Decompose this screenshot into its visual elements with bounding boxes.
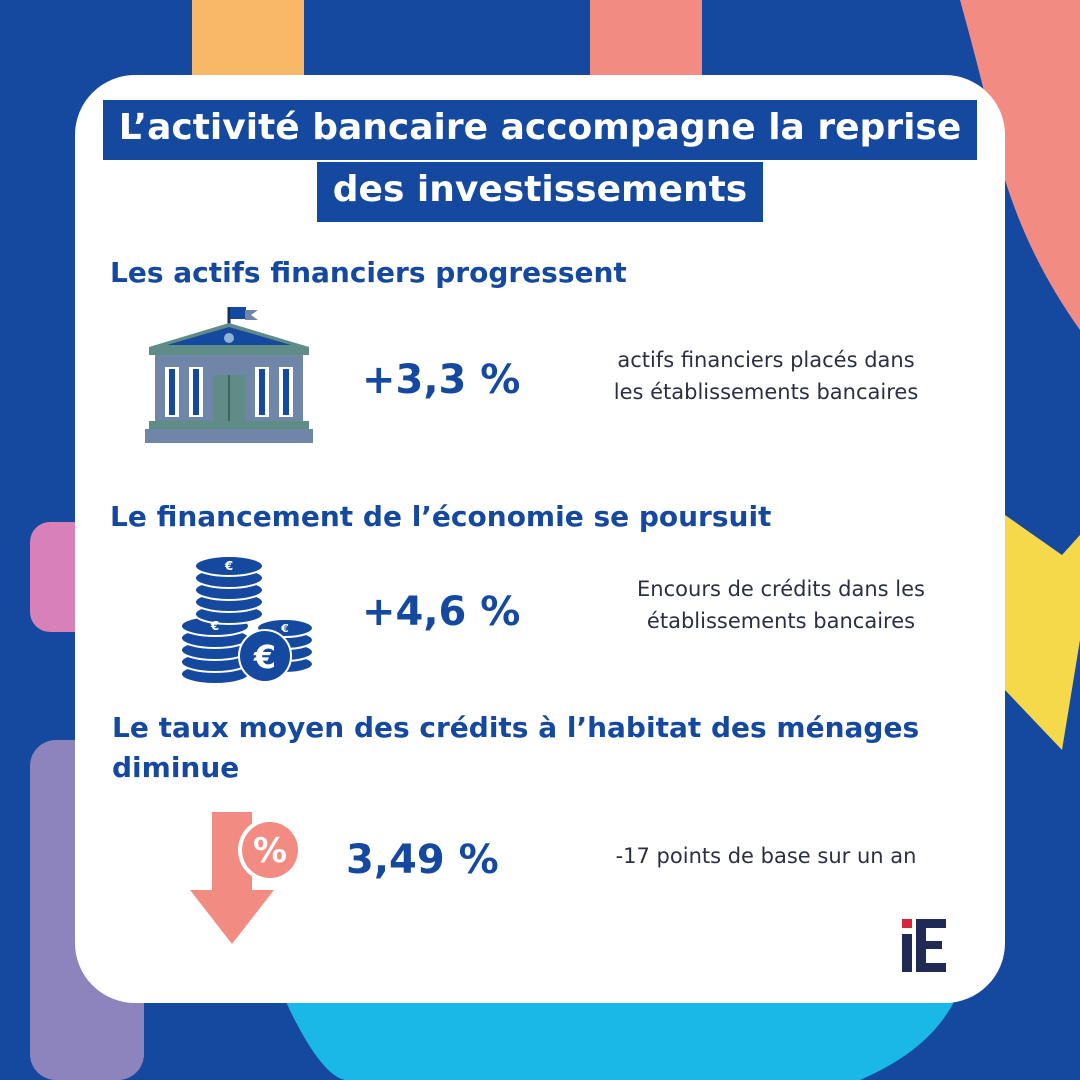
stat-description-assets: actifs financiers placés dans les établi… [585,344,947,408]
cyan-ring-shape [285,1000,955,1080]
section-heading-rate-line2: diminue [112,751,240,784]
stat-value-rate: 3,49 % [346,837,499,883]
section-heading-rate-line1: Le taux moyen des crédits à l’habitat de… [112,711,920,744]
bank-building-icon [145,307,313,443]
ie-logo-mark [902,919,946,972]
stat-description-financing: Encours de crédits dans les établissemen… [600,573,962,637]
stat-value-financing: +4,6 % [362,589,521,635]
section-heading-financing: Le financement de l’économie se poursuit [110,500,772,533]
page-title-line2: des investissements [0,162,1080,222]
page-title-line1: L’activité bancaire accompagne la repris… [0,100,1080,160]
section-heading-rate: Le taux moyen des crédits à l’habitat de… [112,708,919,788]
percent-down-arrow-icon: % [190,812,302,944]
euro-coins-icon: € € € € [180,555,314,685]
svg-text:€: € [210,619,219,633]
stat-description-financing-line1: Encours de crédits dans les [637,577,925,601]
svg-text:€: € [253,638,276,676]
yellow-chevron-shape [1005,515,1080,750]
stat-description-rate-line1: -17 points de base sur un an [615,844,917,868]
stat-description-assets-line2: les établissements bancaires [613,380,919,404]
stat-description-assets-line1: actifs financiers placés dans [617,348,915,372]
svg-text:€: € [224,559,233,573]
svg-text:€: € [280,622,289,635]
stat-value-assets: +3,3 % [362,357,521,403]
section-heading-assets: Les actifs financiers progressent [110,256,627,289]
stat-description-financing-line2: établissements bancaires [646,609,916,633]
ie-logo [896,915,952,977]
salmon-arc-shape [960,0,1080,330]
stat-description-rate: -17 points de base sur un an [585,840,947,872]
svg-text:%: % [253,831,287,871]
